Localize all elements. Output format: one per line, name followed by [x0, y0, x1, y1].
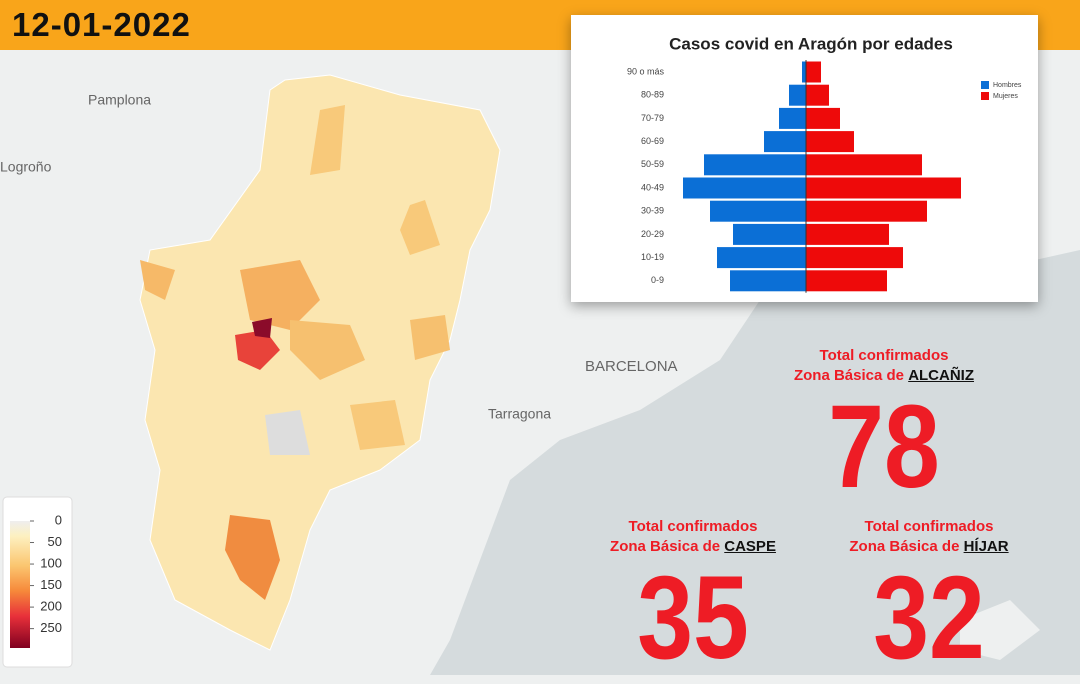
- bar: [764, 131, 806, 153]
- place-label: Logroño: [0, 159, 52, 175]
- total-value: 35: [637, 552, 749, 684]
- district: [252, 318, 272, 338]
- total-title: Total confirmados: [819, 347, 949, 364]
- y-tick-label: 60-69: [641, 136, 664, 146]
- legend-label: Mujeres: [993, 93, 1018, 100]
- bar: [683, 177, 806, 199]
- y-tick-label: 90 o más: [627, 66, 665, 76]
- bar: [806, 270, 887, 292]
- place-label: Pamplona: [88, 92, 151, 108]
- legend-label: Hombres: [993, 82, 1022, 89]
- zone-name: HÍJAR: [963, 538, 1009, 555]
- total-panel: Total confirmados Zona Básica de HÍJAR 3…: [799, 517, 1059, 677]
- bar: [806, 200, 927, 222]
- chart: Casos covid en Aragón por edades 0-9 10-1…: [627, 34, 1022, 293]
- district: [350, 400, 405, 450]
- bar: [806, 61, 821, 83]
- bar: [779, 107, 806, 129]
- total-panel: Total confirmados Zona Básica de ALCAÑIZ…: [754, 346, 1014, 506]
- district: [410, 315, 450, 360]
- bar: [717, 247, 806, 269]
- bar: [806, 154, 922, 176]
- chart-title: Casos covid en Aragón por edades: [669, 34, 953, 53]
- y-tick-label: 0-9: [651, 275, 664, 285]
- total-panel: Total confirmados Zona Básica de CASPE 3…: [563, 517, 823, 677]
- legend-swatch: [981, 81, 989, 89]
- colorbar-tick-label: 50: [48, 534, 62, 549]
- legend-swatch: [981, 92, 989, 100]
- total-zone-line: Zona Básica de ALCAÑIZ: [754, 366, 1014, 386]
- bar: [806, 223, 889, 245]
- zone-prefix: Zona Básica de: [793, 367, 905, 384]
- colorbar: [10, 521, 30, 648]
- y-tick-label: 20-29: [641, 229, 664, 239]
- y-tick-label: 70-79: [641, 113, 664, 123]
- bar: [733, 223, 806, 245]
- bar: [789, 84, 806, 106]
- total-zone-line: Zona Básica de CASPE: [563, 537, 823, 557]
- y-tick-label: 80-89: [641, 90, 664, 100]
- total-title: Total confirmados: [628, 518, 758, 535]
- zone-name: CASPE: [724, 538, 776, 555]
- colorbar-tick-label: 200: [40, 599, 62, 614]
- total-value: 32: [873, 552, 985, 684]
- y-tick-label: 40-49: [641, 182, 664, 192]
- sea: [430, 250, 1080, 675]
- bar: [704, 154, 806, 176]
- chart-panel: Casos covid en Aragón por edades 0-9 10-1…: [571, 15, 1038, 302]
- total-title: Total confirmados: [864, 518, 994, 535]
- place-label: BARCELONA: [585, 358, 678, 375]
- bar: [806, 107, 840, 129]
- date: 12-01-2022: [12, 6, 191, 43]
- district: [240, 260, 320, 330]
- colorbar-tick-label: 100: [40, 555, 62, 570]
- district: [265, 410, 310, 455]
- district: [235, 330, 280, 370]
- colorbar-tick-label: 0: [55, 512, 62, 527]
- zone-prefix: Zona Básica de: [610, 538, 721, 555]
- zone-prefix: Zona Básica de: [849, 538, 960, 555]
- total-value: 78: [828, 381, 940, 513]
- bar: [806, 84, 829, 106]
- place-label: Tarragona: [488, 406, 551, 422]
- zone-name: ALCAÑIZ: [908, 367, 975, 384]
- bar: [806, 177, 961, 199]
- bar: [730, 270, 806, 292]
- colorbar-tick-label: 250: [40, 620, 62, 635]
- colorbar-tick-label: 150: [40, 577, 62, 592]
- district: [400, 200, 440, 255]
- bar: [806, 131, 854, 153]
- bar: [806, 247, 903, 269]
- district: [310, 105, 345, 175]
- district: [140, 260, 175, 300]
- bar: [710, 200, 806, 222]
- y-tick-label: 10-19: [641, 252, 664, 262]
- total-zone-line: Zona Básica de HÍJAR: [799, 537, 1059, 557]
- island: [960, 600, 1040, 660]
- y-tick-label: 50-59: [641, 159, 664, 169]
- bar: [802, 61, 806, 83]
- district: [290, 320, 365, 380]
- y-tick-label: 30-39: [641, 206, 664, 216]
- district: [225, 515, 280, 600]
